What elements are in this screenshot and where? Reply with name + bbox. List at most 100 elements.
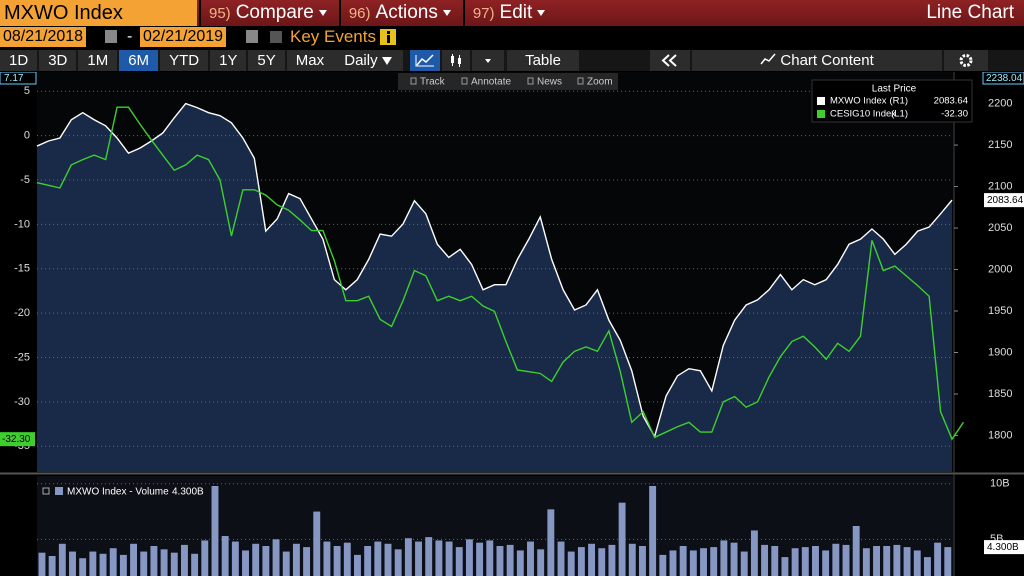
line-chart-button[interactable] bbox=[410, 50, 440, 71]
volume-bar bbox=[313, 511, 321, 576]
volume-bar bbox=[781, 557, 789, 576]
calendar-icon[interactable] bbox=[105, 30, 117, 43]
volume-bar bbox=[191, 553, 199, 576]
view-title: Line Chart bbox=[926, 2, 1014, 23]
y2-tick-label: 2050 bbox=[988, 222, 1012, 234]
volume-bar bbox=[771, 546, 779, 576]
legend-name: MXWO Index bbox=[830, 96, 887, 107]
chart-tool[interactable]: Zoom bbox=[587, 77, 613, 88]
menu-item[interactable]: 96) Actions bbox=[338, 0, 463, 26]
calendar-icon[interactable] bbox=[246, 30, 258, 43]
volume-bar bbox=[923, 557, 931, 576]
y-tick-label: -20 bbox=[14, 307, 30, 319]
menu-key: 95) bbox=[209, 4, 231, 22]
key-events-checkbox[interactable] bbox=[270, 31, 282, 43]
legend-value: 2083.64 bbox=[934, 96, 968, 107]
volume-bar bbox=[394, 549, 402, 576]
y2-tick-label: 2100 bbox=[988, 180, 1012, 192]
period-button[interactable]: 1M bbox=[78, 50, 118, 71]
y-tick-label: 5 bbox=[24, 85, 30, 97]
start-date[interactable]: 08/21/2018 bbox=[0, 27, 87, 47]
volume-bar bbox=[262, 546, 270, 576]
volume-bar bbox=[903, 547, 911, 576]
volume-bar bbox=[140, 551, 148, 576]
candle-chart-button[interactable] bbox=[442, 50, 470, 71]
price-area bbox=[37, 103, 952, 472]
menu-item[interactable]: 97) Edit bbox=[462, 0, 557, 26]
volume-bar bbox=[608, 544, 616, 576]
settings-button[interactable] bbox=[944, 50, 988, 71]
menu-label: Actions bbox=[375, 2, 438, 23]
end-date[interactable]: 02/21/2019 bbox=[140, 27, 227, 47]
volume-bar bbox=[79, 558, 87, 576]
menu-key: 97) bbox=[472, 4, 495, 22]
volume-bar bbox=[425, 537, 433, 576]
security-field[interactable]: MXWO Index bbox=[0, 0, 197, 26]
volume-bar bbox=[252, 543, 260, 576]
volume-bar bbox=[577, 547, 585, 576]
period-button[interactable]: 1Y bbox=[210, 50, 247, 71]
y-tick-label: -25 bbox=[14, 351, 30, 363]
legend-value: -32.30 bbox=[941, 109, 968, 120]
chart-area: 50-5-10-15-20-25-30-35220021502100205020… bbox=[0, 72, 1024, 576]
volume-bar bbox=[720, 540, 728, 576]
menu-label: Edit bbox=[499, 2, 533, 23]
volume-bar bbox=[516, 550, 524, 576]
volume-bar bbox=[476, 542, 484, 576]
frequency-select[interactable]: Daily bbox=[333, 50, 403, 71]
volume-bar bbox=[415, 541, 422, 576]
period-button[interactable]: Max bbox=[286, 50, 334, 71]
period-button[interactable]: 5Y bbox=[248, 50, 285, 71]
chart-tool[interactable]: Track bbox=[420, 77, 446, 88]
y2-tick-label: 2200 bbox=[988, 97, 1012, 109]
tool-icon bbox=[461, 77, 468, 85]
y-tick-label: -5 bbox=[20, 174, 30, 186]
volume-bar bbox=[211, 486, 219, 576]
y2-tick-label: 1900 bbox=[988, 346, 1012, 358]
date-separator: - bbox=[127, 28, 133, 45]
period-button[interactable]: 3D bbox=[39, 50, 77, 71]
dropdown-arrow bbox=[537, 10, 546, 16]
y2-tick-label: 1950 bbox=[988, 305, 1012, 317]
volume-bar bbox=[537, 549, 545, 576]
volume-bar bbox=[730, 542, 738, 576]
volume-bar bbox=[435, 540, 443, 576]
chart-tool[interactable]: Annotate bbox=[471, 77, 511, 88]
volume-bar bbox=[527, 541, 534, 576]
period-button[interactable]: 6M bbox=[119, 50, 159, 71]
chart-type-dropdown[interactable] bbox=[472, 50, 504, 71]
volume-bar bbox=[913, 550, 921, 576]
table-button[interactable]: Table bbox=[507, 50, 579, 71]
volume-legend-name: MXWO Index - Volume bbox=[67, 487, 169, 498]
info-icon[interactable] bbox=[380, 29, 396, 45]
chart-tool[interactable]: News bbox=[537, 77, 562, 88]
key-events-label[interactable]: Key Events bbox=[290, 27, 376, 46]
volume-bar bbox=[38, 552, 46, 576]
volume-bar bbox=[282, 551, 290, 576]
volume-bar bbox=[557, 541, 565, 576]
volume-bar bbox=[89, 551, 97, 576]
legend-axis-tag: (R1) bbox=[890, 96, 908, 107]
y2-tick-label: 1800 bbox=[988, 429, 1012, 441]
collapse-button[interactable] bbox=[650, 50, 690, 71]
volume-bar bbox=[455, 547, 463, 576]
period-button[interactable]: 1D bbox=[0, 50, 38, 71]
volume-bar bbox=[740, 551, 748, 576]
volume-bar bbox=[119, 554, 127, 576]
last-value-label: 4.300B bbox=[987, 542, 1019, 553]
tool-icon bbox=[577, 77, 584, 85]
volume-bar bbox=[242, 550, 249, 576]
volume-bar bbox=[567, 551, 575, 576]
menu-item[interactable]: 95) Compare bbox=[199, 0, 339, 26]
volume-bar bbox=[842, 544, 850, 576]
volume-bar bbox=[109, 548, 117, 576]
volume-bar bbox=[832, 543, 840, 576]
chart-content-button[interactable]: Chart Content bbox=[692, 50, 942, 71]
volume-bar bbox=[862, 548, 870, 576]
legend-axis-tag: (L1) bbox=[891, 109, 908, 120]
volume-bar bbox=[669, 550, 677, 576]
volume-bar bbox=[598, 548, 606, 576]
period-button[interactable]: YTD bbox=[160, 50, 209, 71]
volume-bar bbox=[486, 540, 494, 576]
